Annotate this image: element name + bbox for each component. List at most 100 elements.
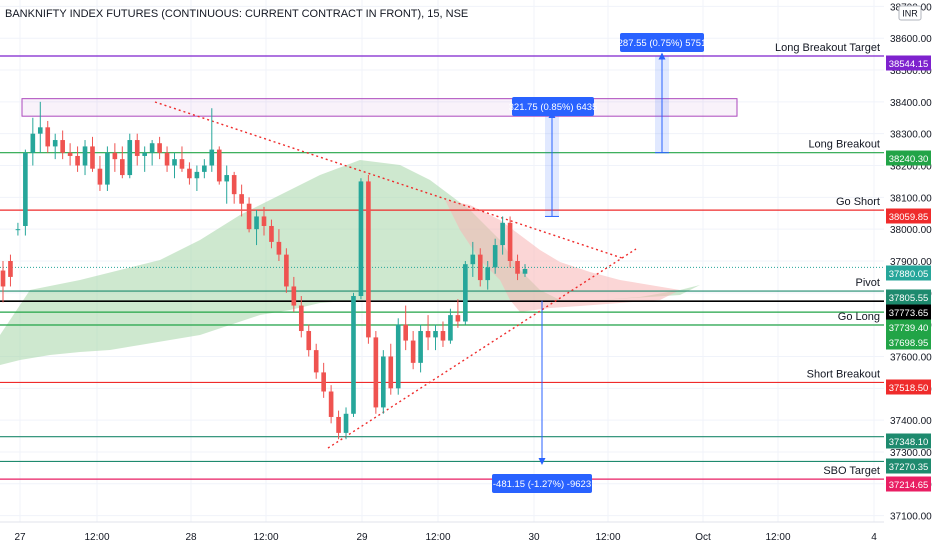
x-tick-label: 12:00 (425, 532, 450, 543)
price-tag-label: 38059.85 (889, 212, 929, 223)
price-tag[interactable] (886, 334, 931, 350)
level-label: Short Breakout (807, 368, 880, 380)
candle-body (149, 143, 155, 153)
price-tag[interactable] (886, 379, 931, 395)
candle-body (321, 372, 326, 392)
price-tag[interactable] (886, 319, 931, 335)
ascending-trendline[interactable] (327, 248, 637, 449)
candle-body (298, 305, 304, 332)
currency-badge[interactable]: INR (898, 5, 922, 21)
candle-body (477, 254, 483, 281)
trend-lines (154, 101, 637, 449)
candle-body (202, 165, 207, 172)
x-tick-label: 30 (528, 532, 540, 543)
price-tag-label: 37214.65 (889, 480, 929, 491)
descending-trendline[interactable] (154, 101, 623, 259)
candle-body (455, 315, 461, 322)
candle-body (82, 146, 88, 166)
price-tag-label: 37518.50 (889, 383, 929, 394)
candle-body (231, 175, 237, 195)
candle-body (105, 152, 110, 185)
price-tag[interactable] (886, 265, 931, 281)
chart-title: BANKNIFTY INDEX FUTURES (CONTINUOUS: CUR… (5, 8, 468, 20)
candle-body (492, 245, 498, 268)
candle-body (90, 146, 95, 169)
x-tick-label: 28 (185, 532, 197, 543)
candle-body (336, 416, 341, 433)
candle-body (403, 324, 408, 341)
y-tick-label: 38500.00 (890, 66, 932, 77)
candle-body (216, 149, 222, 182)
candle-body (246, 203, 252, 230)
candle-body (291, 286, 297, 306)
candle-body (67, 152, 73, 156)
candle-body (440, 331, 446, 341)
y-tick-label: 38400.00 (890, 98, 932, 109)
y-tick-label: 37300.00 (890, 448, 932, 459)
candle-body (194, 171, 200, 179)
measure-label: 321.75 (0.85%) 6435 (509, 102, 598, 113)
price-tag[interactable] (886, 304, 931, 320)
candle-body (410, 340, 416, 363)
candle-body (373, 337, 379, 408)
candle-body (37, 127, 43, 134)
candle-body (134, 140, 140, 156)
measure-label: 287.55 (0.75%) 5751 (618, 38, 707, 49)
candle-body (395, 324, 401, 389)
price-tag[interactable] (886, 433, 931, 449)
candle-body (448, 315, 453, 341)
y-tick-label: 37100.00 (890, 512, 932, 523)
price-tags: 38544.15 38240.30 38059.85 37880.05 37805.55… (886, 55, 931, 492)
price-tag[interactable] (886, 289, 931, 305)
price-tag[interactable] (886, 55, 931, 71)
y-tick-label: 38600.00 (890, 34, 932, 45)
candle-body (172, 159, 177, 166)
measure-label-box[interactable] (492, 474, 592, 493)
ichimoku-cloud (0, 160, 700, 365)
candle-body (284, 254, 289, 287)
x-tick-label: 4 (871, 532, 877, 543)
supply-zone-box[interactable] (21, 98, 738, 117)
measure-label-box[interactable] (512, 97, 594, 116)
level-label: Long Breakout (808, 139, 880, 151)
price-tag[interactable] (886, 150, 931, 166)
price-tag-label: 38240.30 (889, 154, 929, 165)
x-axis-ticks: 27 12:00 28 12:00 29 12:00 30 12:00 Oct 12:00 4 (14, 532, 877, 543)
candle-body (224, 175, 230, 182)
candle-body (485, 267, 491, 281)
candle-body (120, 159, 125, 176)
candle-body (97, 168, 103, 185)
x-tick-label: 12:00 (253, 532, 278, 543)
price-tag-label: 37805.55 (889, 293, 929, 304)
price-tag[interactable] (886, 476, 931, 492)
level-label: Go Long (838, 311, 880, 323)
candle-body (343, 413, 349, 433)
x-tick-label: 27 (14, 532, 26, 543)
candle-body (239, 194, 244, 204)
candle-body (463, 264, 468, 322)
candle-body (142, 152, 147, 156)
x-tick-label: 29 (356, 532, 368, 543)
price-tag-label: 37348.10 (889, 437, 929, 448)
candle-body (507, 222, 513, 261)
candle-body (261, 216, 267, 226)
price-tag[interactable] (886, 458, 931, 474)
measure-label-box[interactable] (620, 33, 704, 52)
price-levels (0, 55, 884, 480)
price-tag-label: 37739.40 (889, 323, 929, 334)
candle-body (187, 168, 192, 179)
candle-body (112, 152, 118, 160)
candle-body (30, 133, 36, 153)
price-tag[interactable] (886, 208, 931, 224)
candle-body (60, 140, 65, 153)
level-labels: Long Breakout Target Long Breakout Go Shor… (775, 42, 880, 477)
price-tag-label: 37773.65 (889, 308, 929, 319)
y-tick-label: 38100.00 (890, 193, 932, 204)
candle-body (366, 181, 371, 338)
candle-body (388, 356, 394, 389)
candle-body (75, 155, 80, 166)
cloud-green (0, 160, 700, 365)
candle-body (515, 261, 520, 274)
